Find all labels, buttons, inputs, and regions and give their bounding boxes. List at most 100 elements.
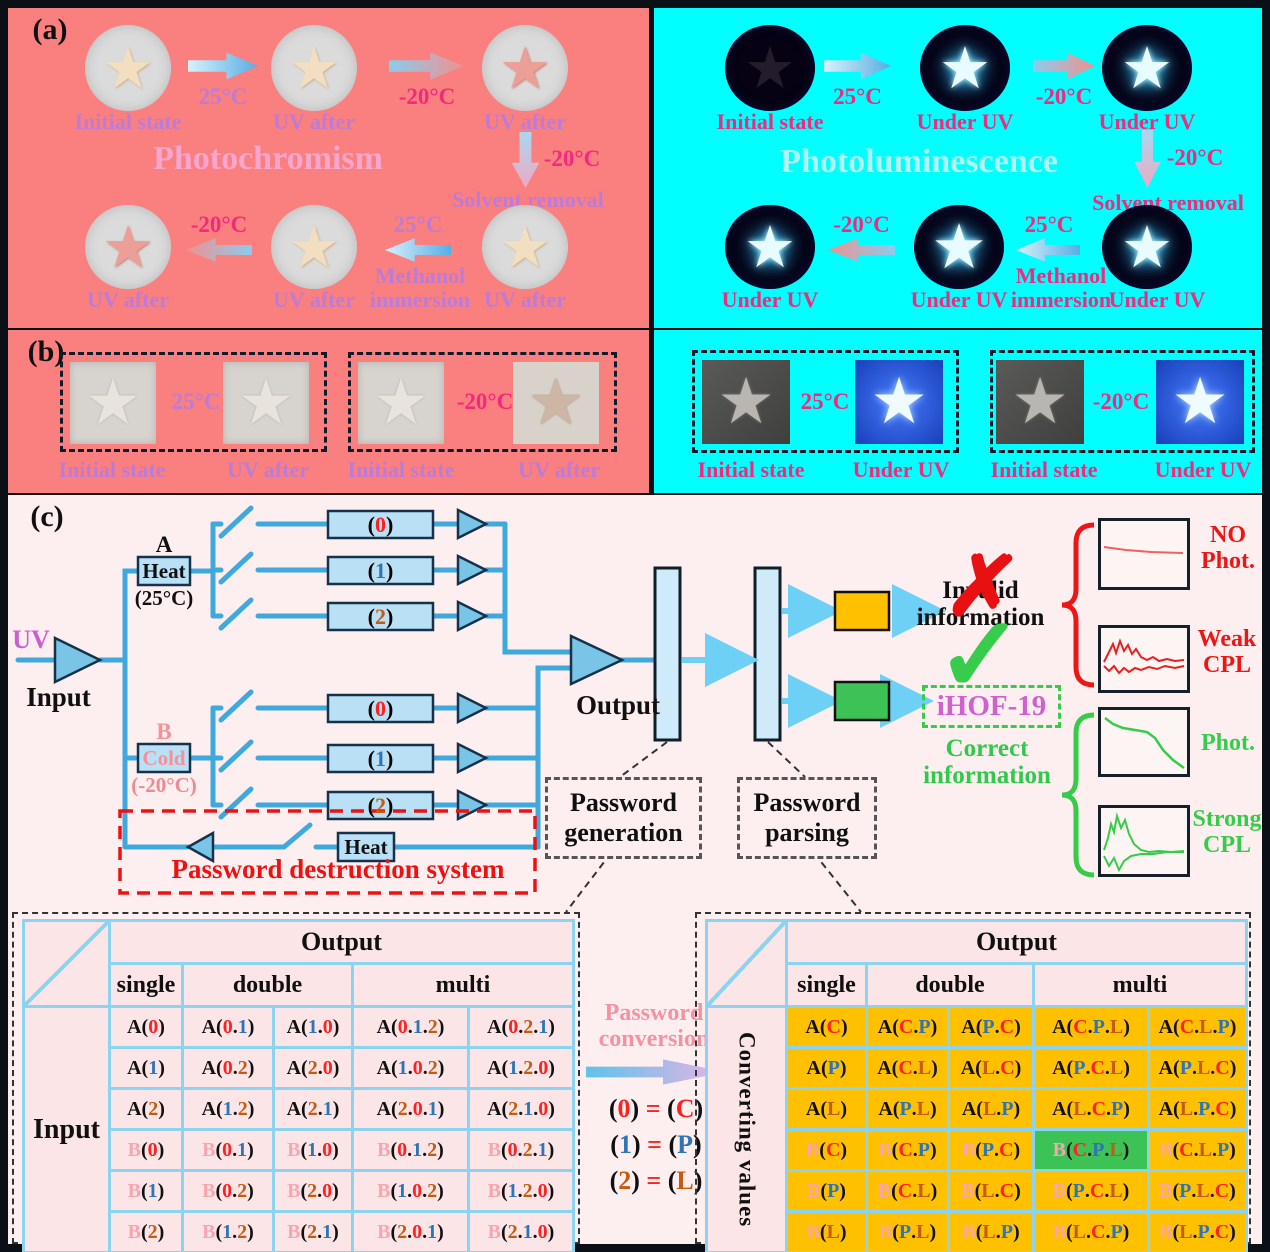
table-cell: A(L) <box>788 1090 865 1128</box>
process-arrow-icon <box>389 52 464 80</box>
red-brace-icon <box>1061 522 1095 688</box>
process-arrow-icon <box>186 238 252 262</box>
star-icon: ★ <box>527 367 585 438</box>
sample-caption: UV after <box>226 457 310 482</box>
sample-photo: ★ <box>914 205 1004 289</box>
password-parsing-box: Password parsing <box>737 777 877 859</box>
temp-label: -20°C <box>543 146 601 171</box>
sample-photo: ★ <box>358 362 444 444</box>
col-header-multi: multi <box>354 965 572 1005</box>
sample-photo: ★ <box>725 25 815 111</box>
uv-input-label: UV <box>12 625 50 654</box>
sample-group-box <box>348 352 617 452</box>
temp-label: -20°C <box>1166 145 1224 170</box>
panel-a-photoluminescence: ★ ★ ★ Initial state Under UV Under UV 25… <box>654 8 1262 328</box>
table-cell: B(1. 2) <box>184 1213 272 1251</box>
table-cell: A(L. P) <box>950 1090 1032 1128</box>
panel-b-photoluminescence: ★ 25°C ★ ★ -20°C ★ Initial state Under U… <box>654 330 1262 493</box>
table-cell: B(0. 2. 1) <box>470 1131 572 1169</box>
spectrum-label: Weak CPL <box>1197 626 1257 678</box>
cold-box <box>136 742 192 774</box>
weak-cpl-curve <box>1103 638 1185 675</box>
circuit-wires <box>15 505 658 850</box>
branch-b-temp: (-20°C) <box>131 773 197 797</box>
temp-label: 25°C <box>833 84 882 109</box>
conversion-rule: (2) = (L) <box>609 1166 703 1195</box>
channel-label: (0) <box>367 696 394 721</box>
switch <box>218 786 254 820</box>
col-header-multi: multi <box>1035 965 1245 1005</box>
table-cell: B(2. 0. 1) <box>354 1213 467 1251</box>
table-cell: A(1. 2) <box>184 1090 272 1128</box>
star-icon: ★ <box>717 366 775 437</box>
sample-caption: Under UV <box>852 457 950 482</box>
spectrum-label: NO Phot. <box>1201 522 1255 574</box>
sample-caption: Under UV <box>1108 287 1206 312</box>
table-cell: B(L) <box>788 1213 865 1251</box>
sample-caption: Initial state <box>697 457 805 482</box>
table-cell: A(0. 1. 2) <box>354 1008 467 1046</box>
table-cell: B(1. 2. 0) <box>470 1172 572 1210</box>
sample-caption: Under UV <box>916 109 1014 134</box>
password-generation-box: Password generation <box>545 777 702 859</box>
table-cell: B(2. 0) <box>275 1172 351 1210</box>
star-icon: ★ <box>237 367 295 438</box>
table-cell: A(0) <box>111 1008 181 1046</box>
star-icon: ★ <box>870 366 928 437</box>
sample-photo: ★ <box>996 360 1084 444</box>
table-cell: B(C. L. P) <box>1150 1131 1245 1169</box>
feedback-amp-icon <box>185 830 215 864</box>
star-icon: ★ <box>288 215 340 280</box>
signal-arrows <box>682 584 946 728</box>
table-cell: A(2. 0) <box>275 1049 351 1087</box>
destruction-heat-label: Heat <box>344 835 388 859</box>
input-label: Input <box>26 682 91 712</box>
star-icon: ★ <box>499 215 551 280</box>
table-cell: B(0) <box>111 1131 181 1169</box>
sample-caption: Initial state <box>347 457 455 482</box>
destruction-heat-box <box>336 831 396 863</box>
table-cell: A(1. 0) <box>275 1008 351 1046</box>
spectrum-strong-cpl <box>1098 805 1190 877</box>
process-arrow-icon <box>188 52 258 80</box>
sample-caption: UV after <box>86 287 170 312</box>
sample-photo: ★ <box>1156 360 1244 444</box>
table-cell: A(2. 1. 0) <box>470 1090 572 1128</box>
sample-caption: Initial state <box>58 457 166 482</box>
sample-caption: UV after <box>272 109 356 134</box>
switch <box>281 822 313 850</box>
panel-title: Photochromism <box>153 140 383 177</box>
process-arrow-icon <box>1033 52 1095 80</box>
star-icon: ★ <box>1121 36 1173 101</box>
sample-caption: Under UV <box>1098 109 1196 134</box>
star-icon: ★ <box>84 367 142 438</box>
table-cell: B(1. 0. 2) <box>354 1172 467 1210</box>
sample-caption: Initial state <box>990 457 1098 482</box>
star-icon: ★ <box>744 36 796 101</box>
table-cell: A(1. 2. 0) <box>470 1049 572 1087</box>
sample-photo: ★ <box>482 25 568 111</box>
corner-cell <box>25 922 108 1005</box>
table-cell: A(C) <box>788 1008 865 1046</box>
temp-label: 25°C <box>171 389 221 414</box>
table-cell: A(C. L. P) <box>1150 1008 1245 1046</box>
conversion-rule: (1) = (P) <box>610 1130 702 1159</box>
table-cell: A(C. P) <box>868 1008 947 1046</box>
spectrum-label: Phot. <box>1201 730 1255 756</box>
temp-label: -20°C <box>1035 84 1093 109</box>
table-cell: A(2. 0. 1) <box>354 1090 467 1128</box>
sample-caption: Initial state <box>716 109 824 134</box>
correct-info-label: Correct information <box>923 735 1051 789</box>
star-icon: ★ <box>102 36 154 101</box>
sample-photo: ★ <box>482 205 568 289</box>
channel-label: (0) <box>367 512 394 537</box>
sample-photo: ★ <box>85 205 171 289</box>
table-cell: B(L. P. C) <box>1150 1213 1245 1251</box>
sample-caption: Initial state <box>74 109 182 134</box>
corner-cell <box>708 922 785 1005</box>
sample-photo: ★ <box>855 360 943 444</box>
table-cell: A(P. C) <box>950 1008 1032 1046</box>
step-label: Methanol immersion <box>1010 263 1112 312</box>
table-cell: A(0. 1) <box>184 1008 272 1046</box>
